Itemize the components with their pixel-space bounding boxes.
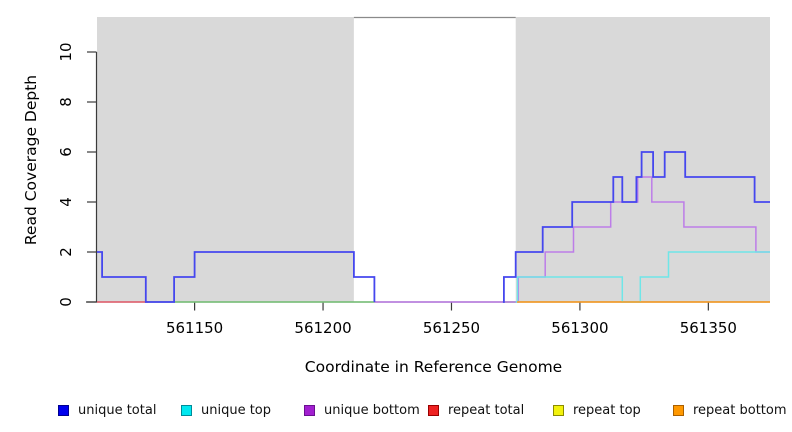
- x-tick-label: 561250: [423, 319, 480, 337]
- legend-item-repeat-bottom: repeat bottom: [673, 401, 787, 419]
- legend-label: unique bottom: [324, 402, 420, 418]
- legend-item-unique-bottom: unique bottom: [304, 401, 420, 419]
- y-tick-label: 4: [57, 197, 75, 207]
- legend-label: repeat bottom: [693, 402, 787, 418]
- legend-swatch-unique-total: [58, 404, 69, 416]
- shaded-region-1: [97, 17, 354, 302]
- x-tick-label: 561350: [680, 319, 737, 337]
- x-tick-label: 561150: [166, 319, 223, 337]
- shaded-region-2: [515, 17, 770, 302]
- y-tick-label: 10: [57, 42, 75, 61]
- y-tick-label: 6: [57, 147, 75, 157]
- x-tick-label: 561200: [294, 319, 351, 337]
- series-line-unique-total: [97, 251, 376, 303]
- y-tick-label: 8: [57, 97, 75, 107]
- legend-label: unique top: [201, 402, 272, 418]
- legend-item-repeat-top: repeat top: [553, 401, 641, 419]
- y-axis-title: Read Coverage Depth: [22, 74, 40, 246]
- legend-item-unique-top: unique top: [181, 401, 271, 419]
- legend-label: unique total: [78, 402, 157, 418]
- y-tick-label: 2: [57, 247, 75, 257]
- legend: unique total unique top unique bottom re…: [0, 401, 792, 421]
- legend-label: repeat total: [448, 402, 525, 418]
- legend-item-unique-total: unique total: [58, 401, 156, 419]
- legend-swatch-repeat-total: [428, 404, 439, 416]
- y-tick-label: 0: [57, 297, 75, 307]
- legend-swatch-unique-top: [181, 404, 192, 416]
- x-axis-title: Coordinate in Reference Genome: [304, 358, 563, 376]
- series-line-unique-total: [502, 151, 770, 303]
- x-tick-label: 561300: [551, 319, 608, 337]
- legend-swatch-repeat-bottom: [673, 404, 684, 416]
- legend-label: repeat top: [573, 402, 641, 418]
- legend-swatch-repeat-top: [553, 404, 564, 416]
- legend-item-repeat-total: repeat total: [428, 401, 524, 419]
- legend-swatch-unique-bottom: [304, 404, 315, 416]
